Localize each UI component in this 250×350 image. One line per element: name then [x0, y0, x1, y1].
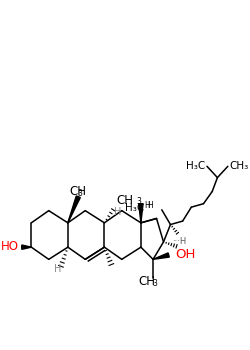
Text: CH: CH: [138, 275, 156, 288]
Text: CH₃: CH₃: [230, 161, 249, 171]
Text: H₃C: H₃C: [125, 203, 144, 213]
Text: OH: OH: [175, 248, 195, 261]
Text: 3: 3: [136, 197, 141, 206]
Text: H: H: [145, 201, 150, 210]
Polygon shape: [139, 204, 143, 223]
Text: HO: HO: [1, 240, 19, 253]
Polygon shape: [22, 245, 31, 249]
Text: 3: 3: [152, 279, 157, 288]
Text: H: H: [114, 208, 121, 217]
Text: CH: CH: [70, 185, 86, 198]
Text: 3: 3: [78, 189, 82, 198]
Text: H: H: [147, 201, 153, 210]
Text: H₃C: H₃C: [186, 161, 205, 171]
Polygon shape: [68, 196, 80, 223]
Text: CH: CH: [116, 194, 133, 207]
Text: ···H: ···H: [172, 237, 186, 246]
Text: H: H: [54, 264, 61, 274]
Polygon shape: [153, 253, 169, 259]
